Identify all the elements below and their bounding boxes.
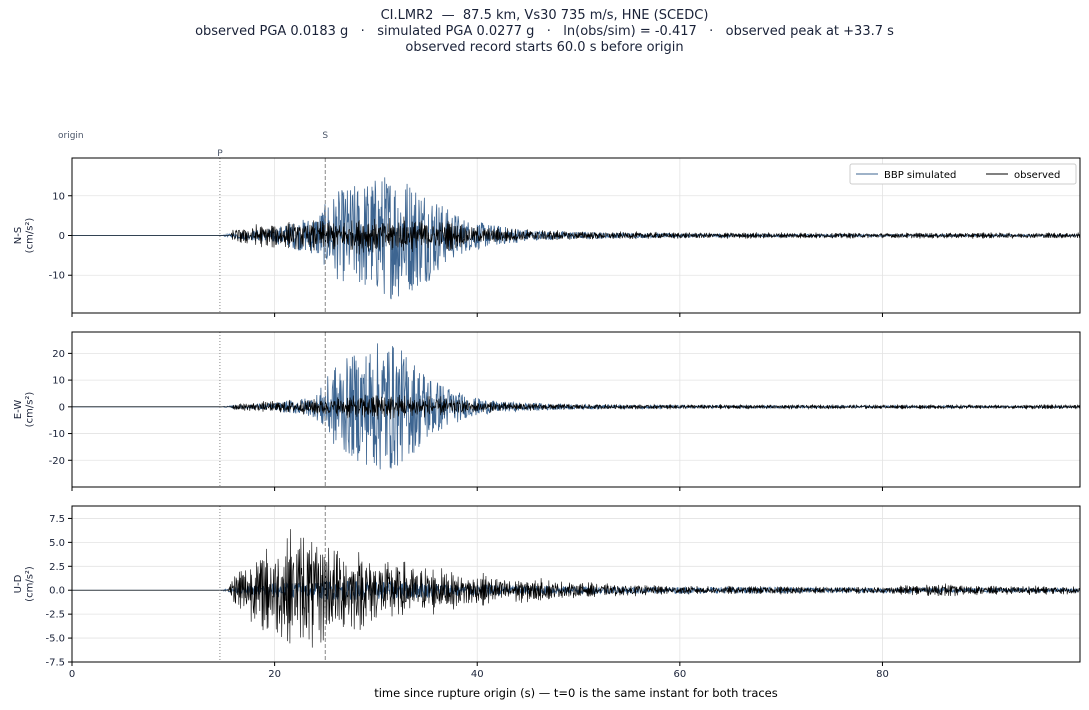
- y-tick-label: 5.0: [49, 538, 65, 549]
- panel-1: -10 0 10 N-S(cm/s²): [13, 157, 1081, 317]
- y-tick-label: 0.0: [49, 586, 65, 597]
- legend-label-observed: observed: [1014, 170, 1060, 181]
- y-axis-label-line: (cm/s²): [25, 566, 36, 602]
- panel-frame: [71, 505, 1081, 663]
- x-tick-label: 40: [471, 669, 484, 680]
- y-tick-label: -10: [49, 429, 65, 440]
- y-tick-label: 0: [59, 402, 65, 413]
- panel-2: -20 -10 0 10 20 E-W(cm/s²): [13, 331, 1081, 491]
- figure-title: CI.LMR2 — 87.5 km, Vs30 735 m/s, HNE (SC…: [0, 8, 1089, 56]
- panel-3: -7.5 -5.0 -2.5 0.0 2.5 5.0 7.5 U-D(cm/s²): [13, 505, 1081, 669]
- legend-label-simulated: BBP simulated: [884, 170, 956, 181]
- y-axis-label-line: U-D: [13, 574, 24, 593]
- y-tick-label: 20: [52, 349, 65, 360]
- observed-trace: [72, 529, 1080, 648]
- y-tick-label: -7.5: [45, 658, 65, 669]
- y-axis-label-line: E-W: [13, 400, 24, 420]
- title-line-station: CI.LMR2 — 87.5 km, Vs30 735 m/s, HNE (SC…: [380, 8, 709, 23]
- observed-trace: [72, 216, 1080, 255]
- panel-frame: [71, 331, 1081, 488]
- marker-label-s: S: [322, 131, 328, 141]
- legend-box: [849, 163, 1077, 185]
- y-tick-label: -10: [49, 271, 65, 282]
- title-line-pga: observed PGA 0.0183 g · simulated PGA 0.…: [195, 24, 894, 39]
- y-axis-label: N-S(cm/s²): [13, 218, 36, 254]
- y-axis-label: E-W(cm/s²): [13, 392, 36, 428]
- y-axis-label-line: (cm/s²): [25, 218, 36, 254]
- x-axis-label: time since rupture origin (s) — t=0 is t…: [374, 686, 778, 700]
- y-tick-label: 0: [59, 231, 65, 242]
- traces: [72, 529, 1080, 648]
- traces: [72, 177, 1080, 300]
- x-tick-label: 20: [268, 669, 281, 680]
- y-axis-label-line: N-S: [13, 227, 24, 244]
- y-axis-label-line: (cm/s²): [25, 392, 36, 428]
- x-tick-label: 80: [876, 669, 889, 680]
- y-tick-label: -20: [49, 456, 65, 467]
- y-tick-label: 10: [52, 376, 65, 387]
- observed-trace: [72, 394, 1080, 420]
- y-axis-label: U-D(cm/s²): [13, 566, 36, 602]
- y-tick-label: -5.0: [45, 634, 65, 645]
- traces: [72, 343, 1080, 470]
- marker-label-p: P: [217, 149, 223, 159]
- y-tick-label: 2.5: [49, 562, 65, 573]
- x-tick-label: 0: [69, 669, 75, 680]
- y-tick-label: 7.5: [49, 514, 65, 525]
- title-line-record-start: observed record starts 60.0 s before ori…: [405, 40, 684, 55]
- legend: BBP simulated observed: [849, 163, 1077, 185]
- y-tick-label: -2.5: [45, 610, 65, 621]
- x-tick-label: 60: [673, 669, 686, 680]
- marker-label-origin: origin: [58, 131, 84, 141]
- y-tick-label: 10: [52, 191, 65, 202]
